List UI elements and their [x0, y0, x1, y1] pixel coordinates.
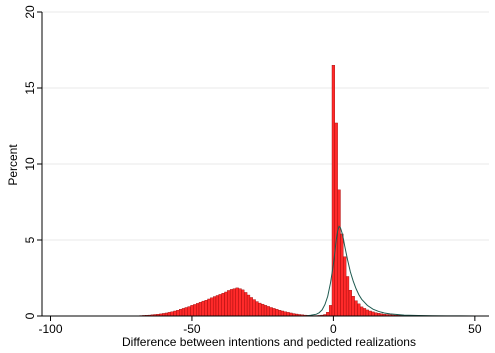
y-tick-label: 10: [23, 157, 37, 171]
histogram-bar: [238, 288, 242, 317]
histogram-bar: [348, 289, 352, 317]
histogram-bar: [184, 307, 188, 317]
histogram-bar: [190, 305, 194, 317]
histogram-bar: [255, 301, 259, 317]
histogram-bar: [224, 291, 228, 317]
histogram-bar: [328, 305, 333, 317]
histogram-bar: [261, 303, 265, 317]
histogram-bar: [365, 309, 369, 317]
histogram-bar: [331, 65, 335, 317]
histogram-bar: [340, 233, 344, 317]
x-tick-label: -100: [38, 322, 62, 336]
histogram-bar: [167, 312, 171, 317]
histogram-bar: [215, 295, 219, 317]
y-tick-label: 20: [23, 5, 37, 19]
histogram-bar: [263, 305, 268, 317]
y-axis-ticks: 0 5 10 15 20: [23, 5, 42, 319]
histogram-bar: [187, 306, 191, 317]
histogram-bar: [252, 299, 256, 317]
histogram-bar: [176, 310, 180, 317]
histogram-bar: [368, 310, 372, 317]
x-axis-label: Difference between intentions and pedict…: [122, 335, 416, 349]
histogram-bar: [221, 293, 225, 317]
histogram-bar: [179, 309, 183, 317]
histogram-bar: [204, 300, 208, 317]
histogram-bar: [232, 288, 236, 317]
y-axis-label: Percent: [6, 144, 20, 186]
histogram-bar: [351, 296, 355, 317]
histogram-bar: [345, 276, 350, 317]
histogram-bar: [371, 311, 375, 317]
histogram-bar: [170, 311, 174, 317]
histogram-bar: [212, 296, 217, 317]
histogram-bar: [326, 312, 330, 317]
histogram-bar: [241, 289, 245, 317]
histogram-bar: [249, 297, 253, 317]
histogram-bar: [229, 289, 234, 317]
histogram-bar: [283, 311, 287, 317]
histogram-bar: [210, 297, 214, 317]
histogram-bar: [272, 308, 276, 317]
x-axis-ticks: -100 -50 0 50: [38, 316, 482, 336]
histogram-bar: [280, 310, 285, 317]
histogram-bar: [193, 304, 197, 317]
x-tick-label: 0: [330, 322, 337, 336]
histogram-bars: [133, 65, 483, 317]
histogram-bar: [207, 298, 211, 317]
histogram-bar: [357, 303, 361, 317]
histogram-bar: [218, 294, 222, 317]
histogram-bar: [235, 287, 239, 317]
density-curve-layer: [305, 225, 490, 317]
histogram-bar: [198, 302, 203, 317]
histogram-bar: [354, 300, 358, 317]
histogram-bar: [173, 310, 177, 317]
histogram-bar: [374, 312, 378, 317]
histogram-bar: [343, 256, 347, 317]
histogram-bar: [258, 302, 262, 317]
histogram-bar: [286, 312, 290, 317]
histogram-bar: [246, 294, 251, 317]
y-tick-label: 15: [23, 81, 37, 95]
histogram-bar: [266, 306, 270, 317]
histogram-bar: [181, 308, 186, 317]
y-tick-label: 0: [23, 312, 37, 319]
histogram-bar: [244, 292, 248, 317]
x-tick-label: -50: [183, 322, 201, 336]
x-tick-label: 50: [468, 322, 482, 336]
y-tick-label: 5: [23, 236, 37, 243]
histogram-bar: [334, 122, 338, 317]
histogram-bar: [201, 300, 205, 317]
histogram-bar: [227, 290, 231, 317]
histogram-bar: [196, 303, 200, 317]
gridlines: [42, 11, 489, 241]
histogram-bar: [278, 310, 282, 317]
histogram-bar: [275, 309, 279, 317]
histogram-bar: [362, 308, 367, 317]
histogram-bar: [360, 306, 364, 317]
histogram-bar: [269, 307, 273, 317]
histogram-bar: [337, 189, 341, 317]
density-curve: [305, 225, 490, 317]
